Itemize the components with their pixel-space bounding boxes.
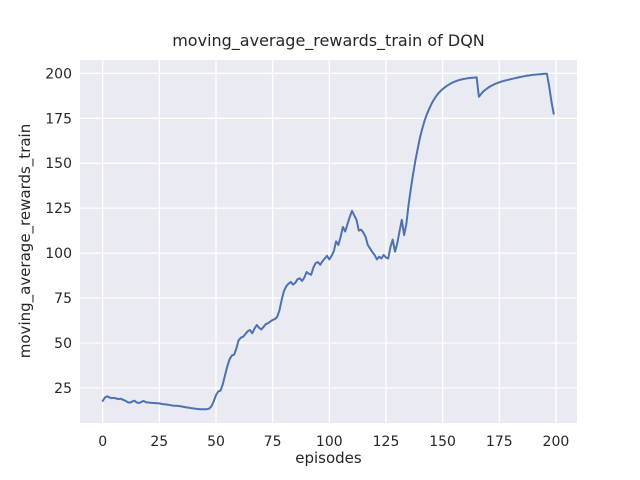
y-axis-label: moving_average_rewards_train	[16, 123, 34, 359]
y-tick-label: 100	[45, 246, 72, 262]
y-tick-label: 25	[54, 381, 72, 397]
axes-background	[80, 60, 577, 423]
y-tick-label: 75	[54, 291, 72, 307]
y-tick-label: 125	[45, 201, 72, 217]
y-tick-label: 50	[54, 336, 72, 352]
x-tick-label: 100	[316, 434, 343, 450]
y-tick-label: 175	[45, 111, 72, 127]
chart-title: moving_average_rewards_train of DQN	[172, 31, 485, 50]
x-axis-label: episodes	[295, 449, 362, 467]
x-tick-label: 125	[373, 434, 400, 450]
y-tick-label: 150	[45, 156, 72, 172]
reward-curve-line	[101, 72, 555, 411]
x-tick-label: 50	[207, 434, 225, 450]
x-tick-label: 150	[429, 434, 456, 450]
x-tick-label: 175	[486, 434, 513, 450]
x-tick-label: 0	[98, 434, 107, 450]
x-tick-label: 200	[543, 434, 570, 450]
y-tick-label: 200	[45, 66, 72, 82]
x-tick-label: 25	[150, 434, 168, 450]
x-tick-label: 75	[264, 434, 282, 450]
